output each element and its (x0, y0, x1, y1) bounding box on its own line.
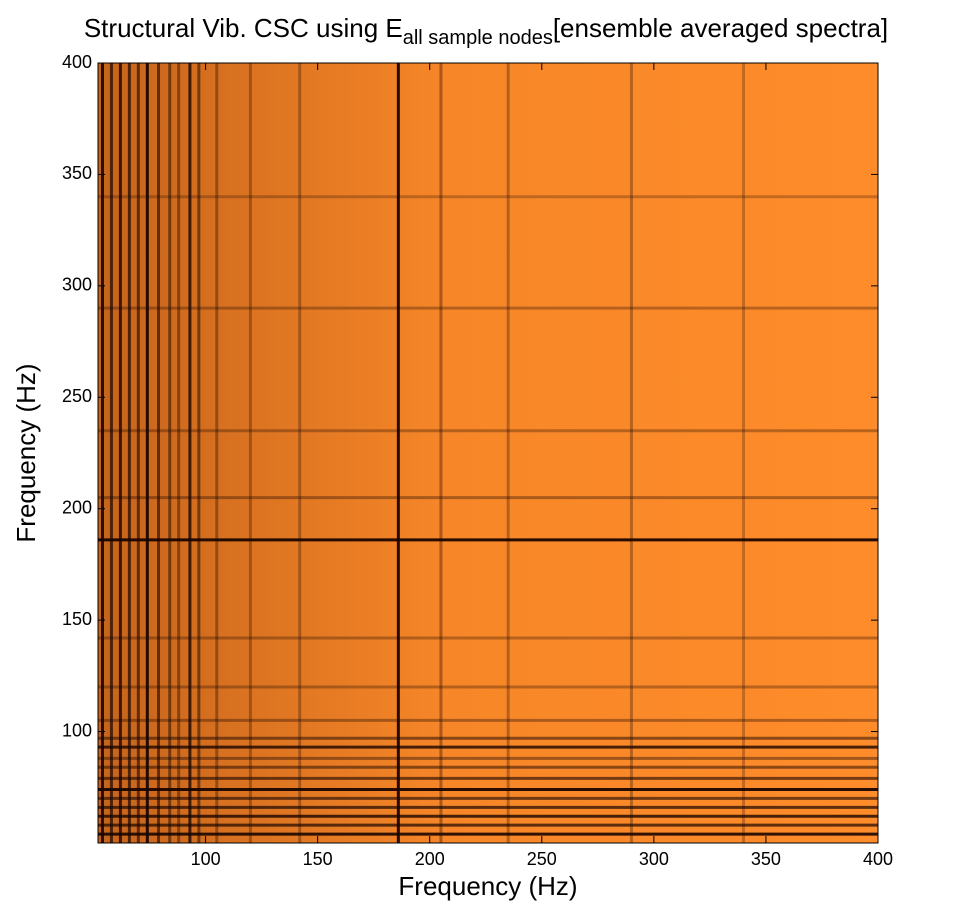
y-tick-label: 350 (62, 163, 92, 183)
plot-frame (97, 62, 879, 844)
title-suffix: [ensemble averaged spectra] (553, 13, 888, 43)
chart-title: Structural Vib. CSC using Eall sample no… (84, 13, 888, 49)
x-tick-label: 300 (639, 849, 669, 869)
y-tick-label: 400 (62, 52, 92, 72)
y-axis-label: Frequency (Hz) (11, 363, 41, 542)
x-axis-label: Frequency (Hz) (398, 871, 577, 901)
y-tick-label: 200 (62, 497, 92, 517)
x-tick-label: 400 (863, 849, 893, 869)
y-tick-label: 100 (62, 720, 92, 740)
x-tick-label: 250 (527, 849, 557, 869)
x-tick-label: 100 (191, 849, 221, 869)
y-tick-label: 250 (62, 386, 92, 406)
y-tick-label: 300 (62, 275, 92, 295)
y-tick-label: 150 (62, 609, 92, 629)
x-tick-label: 150 (303, 849, 333, 869)
heatmap-shade (98, 63, 878, 843)
x-tick-label: 350 (751, 849, 781, 869)
title-subscript: all sample nodes (403, 27, 553, 49)
title-main: Structural Vib. CSC using E (84, 13, 403, 43)
x-tick-label: 200 (415, 849, 445, 869)
plot-area (98, 63, 878, 843)
